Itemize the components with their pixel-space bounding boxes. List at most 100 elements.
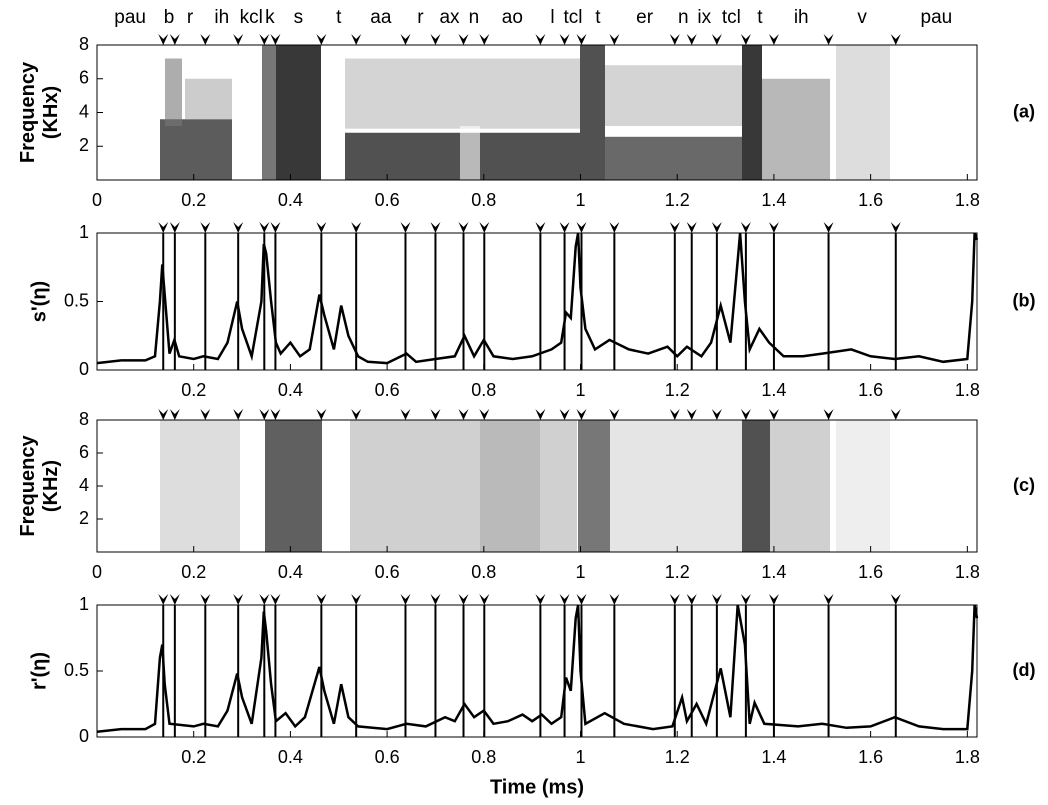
y-tick-label: 1 xyxy=(79,222,89,242)
x-tick-label: 1.4 xyxy=(761,747,786,767)
boundary-arrow xyxy=(270,34,281,45)
boundary-arrow xyxy=(479,409,490,420)
boundary-arrow xyxy=(351,222,362,233)
boundary-arrow xyxy=(158,222,169,233)
spectrogram-texture xyxy=(262,45,276,180)
boundary-arrow xyxy=(259,222,270,233)
spectrogram-texture xyxy=(578,420,610,552)
x-tick-label: 1.6 xyxy=(858,190,883,210)
x-tick-label: 1.8 xyxy=(955,747,980,767)
boundary-arrow xyxy=(890,409,901,420)
x-tick-label: 0 xyxy=(92,562,102,582)
phone-label: n xyxy=(678,7,689,28)
spectrogram-texture xyxy=(185,78,232,120)
panel: 0 0.5 1 0.2 0.4 0.6 0.8 1 1.2 1.4 1.6 1.8 s'(η) (b) xyxy=(28,222,1035,400)
boundary-arrow xyxy=(400,409,411,420)
curve xyxy=(96,604,979,733)
spectrogram-texture xyxy=(265,420,322,552)
boundary-arrow xyxy=(270,222,281,233)
boundary-arrow xyxy=(259,34,270,45)
spectrogram-texture xyxy=(350,420,577,552)
spectrogram-texture xyxy=(480,420,540,552)
boundary-arrow xyxy=(890,34,901,45)
boundary-arrow xyxy=(609,409,620,420)
spectrogram-texture xyxy=(610,420,742,552)
y-tick-label: 2 xyxy=(79,135,89,155)
panel: pau b r ih kcl k s t aa r ax n ao l tcl t er n ix tcl t ih v pa… xyxy=(17,7,1035,210)
panel: 0 0.5 1 0.2 0.4 0.6 0.8 1 1.2 1.4 1.6 1.8 r'(η) (d) Ti… xyxy=(28,594,1035,799)
boundary-arrow xyxy=(270,409,281,420)
phone-label: r xyxy=(187,7,194,28)
spectrogram-texture xyxy=(460,126,480,180)
boundary-arrow xyxy=(200,594,211,605)
boundary-arrow xyxy=(400,34,411,45)
phone-label: tcl xyxy=(564,7,583,28)
x-tick-label: 0.4 xyxy=(278,562,303,582)
boundary-arrow xyxy=(768,594,779,605)
x-tick-label: 1.2 xyxy=(665,747,690,767)
phone-label: ao xyxy=(502,7,523,28)
plot-area xyxy=(97,233,977,370)
spectrogram-texture xyxy=(160,119,232,180)
x-tick-label: 1 xyxy=(576,380,586,400)
x-tick-label: 0.8 xyxy=(471,380,496,400)
boundary-arrow xyxy=(200,409,211,420)
boundary-arrow xyxy=(158,594,169,605)
boundary-arrow xyxy=(200,34,211,45)
boundary-arrow xyxy=(686,409,697,420)
phone-label: l xyxy=(550,7,554,28)
boundary-arrow xyxy=(351,34,362,45)
y-tick-label: 2 xyxy=(79,508,89,528)
boundary-arrow xyxy=(169,222,180,233)
spectrogram-texture xyxy=(605,136,742,180)
boundary-arrow xyxy=(430,409,441,420)
boundary-arrow xyxy=(669,594,680,605)
x-tick-label: 1.8 xyxy=(955,562,980,582)
y-axis-label: (KHz) xyxy=(40,460,62,512)
boundary-arrow xyxy=(559,34,570,45)
boundary-arrow xyxy=(609,594,620,605)
x-tick-label: 1 xyxy=(576,562,586,582)
phone-label: t xyxy=(757,7,763,28)
boundary-arrow xyxy=(169,594,180,605)
phone-label: pau xyxy=(114,7,146,28)
boundary-arrow xyxy=(559,409,570,420)
x-tick-label: 0.8 xyxy=(471,747,496,767)
x-tick-label: 0.6 xyxy=(375,380,400,400)
panel-label: (a) xyxy=(1013,101,1035,121)
phone-label: pau xyxy=(921,7,953,28)
boundary-arrow xyxy=(259,409,270,420)
boundary-arrow xyxy=(711,594,722,605)
boundary-arrow xyxy=(609,222,620,233)
boundary-arrow xyxy=(458,594,469,605)
boundary-arrow xyxy=(823,409,834,420)
boundary-arrow xyxy=(669,222,680,233)
x-tick-label: 1.6 xyxy=(858,562,883,582)
boundary-arrow xyxy=(740,222,751,233)
y-tick-label: 8 xyxy=(79,34,89,54)
spectrogram-texture xyxy=(160,420,240,552)
x-axis-label: Time (ms) xyxy=(490,776,584,798)
boundary-arrow xyxy=(823,594,834,605)
x-tick-label: 0.2 xyxy=(181,747,206,767)
boundary-arrow xyxy=(609,34,620,45)
spectrogram-texture xyxy=(580,45,605,180)
boundary-arrow xyxy=(576,222,587,233)
x-tick-label: 0.2 xyxy=(181,190,206,210)
y-tick-label: 4 xyxy=(79,101,89,121)
boundary-arrow xyxy=(890,222,901,233)
boundary-arrow xyxy=(158,409,169,420)
phone-label: ax xyxy=(439,7,460,28)
boundary-arrow xyxy=(768,34,779,45)
boundary-arrow xyxy=(576,409,587,420)
y-axis-label: (KHx) xyxy=(40,86,62,139)
spectrogram-texture xyxy=(742,45,762,180)
boundary-arrow xyxy=(559,594,570,605)
spectrogram-texture xyxy=(836,45,890,180)
y-tick-label: 0 xyxy=(79,359,89,379)
boundary-arrow xyxy=(233,594,244,605)
plot-area xyxy=(97,605,977,737)
spectrogram-texture xyxy=(345,58,580,129)
phone-label: ih xyxy=(214,7,229,28)
boundary-arrow xyxy=(711,34,722,45)
